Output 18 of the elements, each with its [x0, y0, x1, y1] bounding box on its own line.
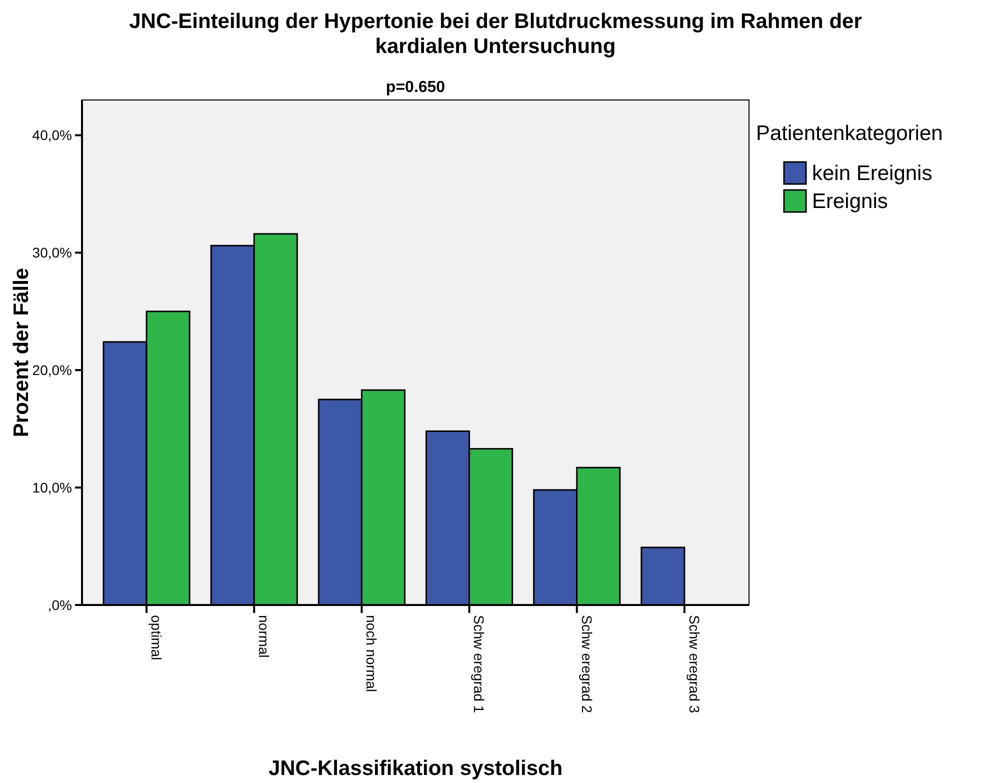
legend-label: kein Ereignis — [812, 162, 932, 185]
chart-subtitle: p=0.650 — [386, 79, 446, 96]
y-tick-label: 20,0% — [32, 362, 72, 378]
y-tick-label: ,0% — [48, 596, 72, 613]
y-tick-label: 10,0% — [32, 479, 72, 496]
y-axis-title: Prozent der Fälle — [10, 268, 33, 438]
x-tick-label: optimal — [148, 615, 164, 660]
y-tick-label: 30,0% — [32, 244, 72, 261]
chart-title: JNC-Einteilung der Hypertonie bei der Blutdruckmessung im Rahmen der kardialen Untersuchung — [129, 10, 862, 58]
x-tick-label: normal — [256, 615, 272, 658]
legend-label: Ereignis — [812, 190, 888, 213]
x-tick-label: Schw eregrad 3 — [686, 615, 702, 714]
y-tick-label: 40,0% — [32, 127, 72, 144]
x-tick-label: Schw eregrad 2 — [578, 615, 595, 714]
legend-title: Patientenkategorien — [756, 122, 943, 145]
x-tick-label: noch normal — [364, 615, 380, 692]
x-tick-label: Schw eregrad 1 — [471, 615, 488, 714]
x-axis-title: JNC-Klassifikation systolisch — [268, 757, 563, 780]
